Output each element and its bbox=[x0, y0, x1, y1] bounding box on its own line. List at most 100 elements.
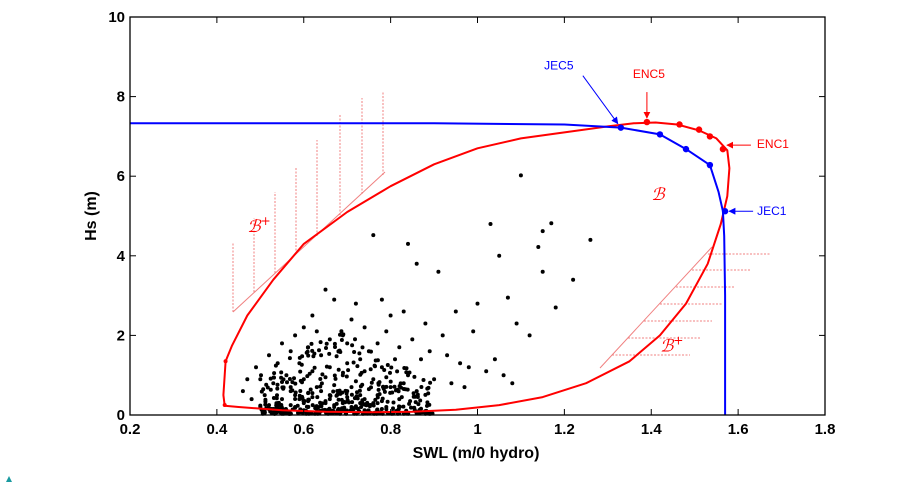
observation-point bbox=[397, 384, 402, 389]
observation-point bbox=[375, 358, 380, 363]
jec-point bbox=[617, 124, 625, 131]
observation-point bbox=[350, 400, 355, 405]
observation-point bbox=[310, 403, 315, 408]
observation-point bbox=[385, 399, 390, 404]
observation-point bbox=[440, 333, 445, 338]
observation-point bbox=[338, 350, 343, 354]
observation-point bbox=[327, 407, 332, 412]
observation-point bbox=[332, 373, 337, 378]
observation-point bbox=[353, 337, 357, 342]
observation-point bbox=[419, 385, 424, 389]
enc5-label: ENC5 bbox=[633, 67, 665, 81]
observation-point bbox=[281, 386, 286, 391]
observation-point bbox=[412, 374, 417, 379]
observation-point bbox=[427, 411, 432, 416]
observation-point bbox=[371, 377, 376, 382]
observation-point bbox=[319, 353, 324, 358]
observation-point bbox=[310, 348, 315, 353]
observation-point bbox=[344, 374, 349, 379]
observation-point bbox=[281, 377, 286, 382]
observation-point bbox=[333, 345, 337, 349]
observation-point bbox=[369, 349, 373, 354]
observation-point bbox=[298, 369, 303, 374]
observation-point bbox=[350, 343, 355, 348]
observation-point bbox=[549, 221, 554, 226]
observation-point bbox=[288, 349, 293, 354]
marker-layer bbox=[222, 118, 729, 408]
x-tick-label: 1.6 bbox=[728, 421, 749, 438]
observation-point bbox=[426, 385, 431, 390]
observation-point bbox=[358, 372, 363, 377]
observation-point bbox=[392, 384, 397, 389]
observation-point bbox=[334, 401, 339, 406]
observation-point bbox=[399, 395, 404, 400]
observation-point bbox=[397, 404, 401, 409]
observation-point bbox=[306, 353, 311, 358]
observation-point bbox=[343, 400, 348, 405]
observation-point bbox=[501, 373, 506, 378]
observation-point bbox=[296, 410, 300, 415]
observation-point bbox=[323, 401, 328, 406]
observation-point bbox=[271, 375, 276, 380]
observation-point bbox=[323, 287, 328, 292]
observation-point bbox=[357, 388, 362, 393]
observation-point bbox=[268, 387, 273, 392]
observation-point bbox=[376, 381, 381, 386]
observation-point bbox=[407, 370, 412, 375]
x-tick-label: 0.6 bbox=[293, 421, 314, 438]
region-b-label: ℬ bbox=[651, 185, 666, 205]
observation-point bbox=[358, 357, 363, 362]
observation-point bbox=[416, 402, 421, 407]
y-tick-label: 10 bbox=[108, 9, 125, 26]
observation-point bbox=[384, 375, 389, 380]
observation-point bbox=[324, 341, 329, 346]
observation-point bbox=[406, 241, 410, 246]
observation-point bbox=[290, 388, 295, 393]
observation-point bbox=[453, 309, 458, 314]
observation-point bbox=[414, 389, 419, 394]
observation-point bbox=[349, 392, 354, 397]
x-tick-label: 1.4 bbox=[641, 421, 663, 438]
observation-point bbox=[382, 368, 387, 372]
observation-point bbox=[375, 407, 380, 412]
observation-point bbox=[305, 349, 310, 354]
observation-point bbox=[401, 404, 406, 409]
jec1-label: JEC1 bbox=[757, 204, 787, 218]
observation-point bbox=[360, 398, 365, 403]
observation-point bbox=[271, 381, 276, 386]
plot-frame bbox=[129, 16, 826, 416]
observation-point bbox=[293, 390, 298, 395]
x-tick-label: 1.2 bbox=[554, 421, 575, 438]
observation-point bbox=[327, 397, 332, 402]
observation-point bbox=[471, 329, 476, 334]
observation-point bbox=[588, 237, 593, 242]
observation-point bbox=[339, 329, 344, 334]
observation-point bbox=[432, 377, 437, 382]
observation-point bbox=[318, 384, 323, 389]
observation-point bbox=[410, 337, 415, 342]
jec5-arrow bbox=[582, 75, 619, 125]
x-tick-label: 0.8 bbox=[380, 421, 401, 438]
observation-point bbox=[335, 389, 340, 393]
y-tick-label: 0 bbox=[117, 407, 125, 424]
observation-point bbox=[264, 382, 269, 387]
observation-point bbox=[553, 305, 558, 310]
observation-point bbox=[336, 397, 341, 402]
observation-point bbox=[332, 341, 337, 346]
observation-point bbox=[341, 332, 346, 337]
observation-point bbox=[275, 393, 279, 398]
observation-point bbox=[314, 385, 319, 390]
observation-point bbox=[449, 381, 454, 386]
observation-point bbox=[425, 400, 430, 405]
x-tick-label: 1 bbox=[473, 421, 481, 438]
observation-point bbox=[323, 375, 328, 380]
jec-point bbox=[656, 131, 664, 138]
observation-point bbox=[336, 367, 341, 372]
observation-point bbox=[267, 353, 271, 358]
observation-point bbox=[389, 365, 394, 370]
observation-point bbox=[319, 381, 324, 386]
observation-point bbox=[388, 313, 393, 318]
observation-point bbox=[380, 396, 385, 401]
observation-point bbox=[358, 384, 363, 389]
observation-point bbox=[388, 390, 393, 395]
